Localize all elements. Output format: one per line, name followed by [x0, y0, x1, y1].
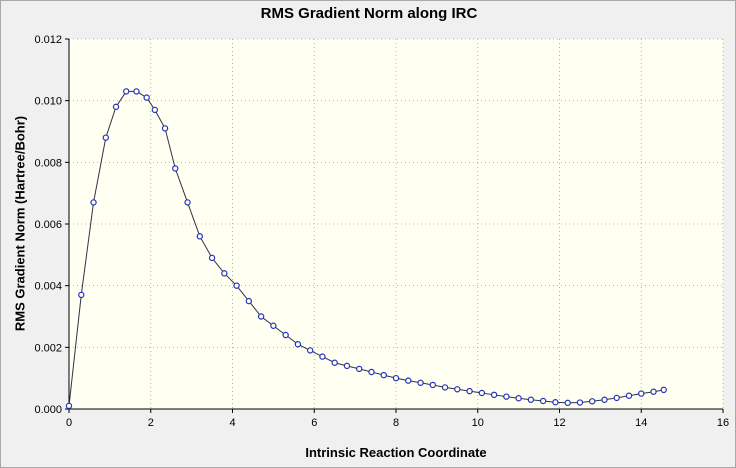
data-point-marker [503, 393, 510, 400]
data-point-marker [123, 88, 130, 95]
data-point-marker [343, 362, 351, 370]
data-point-marker [331, 359, 338, 366]
data-point-marker [589, 398, 596, 405]
data-point-marker [282, 331, 289, 339]
data-point-marker [233, 282, 240, 289]
data-point-marker [417, 379, 424, 386]
data-point-marker [151, 106, 159, 114]
data-point-marker [552, 399, 559, 406]
data-point-marker [515, 395, 522, 402]
x-tick-label: 6 [311, 417, 317, 429]
data-point-marker [368, 368, 375, 376]
data-point-marker [270, 322, 277, 329]
data-point-marker [380, 371, 387, 379]
x-tick-label: 14 [635, 417, 647, 429]
y-tick-label: 0.004 [34, 281, 62, 293]
data-point-marker [245, 297, 253, 305]
data-point-marker [143, 94, 150, 101]
data-point-marker [208, 254, 216, 262]
data-point-marker [306, 347, 314, 354]
data-point-marker [392, 374, 400, 382]
data-point-marker [221, 270, 228, 277]
y-tick-label: 0.002 [34, 342, 62, 354]
x-tick-label: 0 [66, 417, 72, 429]
data-point-marker [613, 394, 620, 402]
y-tick-label: 0.012 [34, 34, 62, 46]
x-tick-label: 2 [148, 417, 154, 429]
data-point-marker [294, 341, 302, 348]
y-tick-label: 0.006 [34, 219, 62, 231]
data-point-marker [405, 377, 412, 384]
data-point-marker [78, 291, 85, 299]
data-point-marker [133, 88, 140, 95]
data-point-marker [478, 389, 486, 397]
data-point-marker [660, 386, 667, 394]
data-point-marker [102, 134, 109, 141]
data-point-marker [466, 387, 473, 395]
data-point-marker [564, 399, 571, 407]
data-point-marker [90, 199, 97, 206]
x-tick-label: 4 [229, 417, 235, 429]
y-tick-label: 0.008 [34, 157, 62, 169]
data-point-marker [196, 233, 203, 240]
data-point-marker [161, 125, 169, 132]
data-point-marker [441, 384, 449, 391]
data-point-marker [601, 396, 608, 403]
data-point-marker [576, 399, 584, 406]
data-point-marker [172, 165, 179, 172]
x-tick-label: 10 [472, 417, 484, 429]
y-tick-label: 0.010 [34, 96, 62, 108]
data-point-marker [527, 396, 535, 403]
chart-title: RMS Gradient Norm along IRC [260, 5, 478, 22]
data-point-marker [454, 386, 461, 393]
y-tick-label: 0.000 [34, 404, 62, 416]
data-point-marker [490, 391, 498, 399]
data-point-marker [429, 381, 436, 389]
x-tick-label: 8 [393, 417, 399, 429]
data-point-marker [112, 103, 120, 111]
data-point-marker [65, 402, 73, 410]
x-tick-label: 16 [717, 417, 729, 429]
data-point-marker [638, 390, 645, 397]
x-tick-label: 12 [553, 417, 565, 429]
data-point-marker [184, 199, 191, 206]
data-point-marker [356, 365, 363, 373]
data-point-marker [625, 392, 633, 399]
data-point-marker [650, 388, 657, 395]
data-point-marker [539, 397, 547, 405]
data-point-marker [319, 353, 326, 360]
data-point-marker [257, 313, 265, 320]
x-axis-label: Intrinsic Reaction Coordinate [305, 445, 487, 460]
